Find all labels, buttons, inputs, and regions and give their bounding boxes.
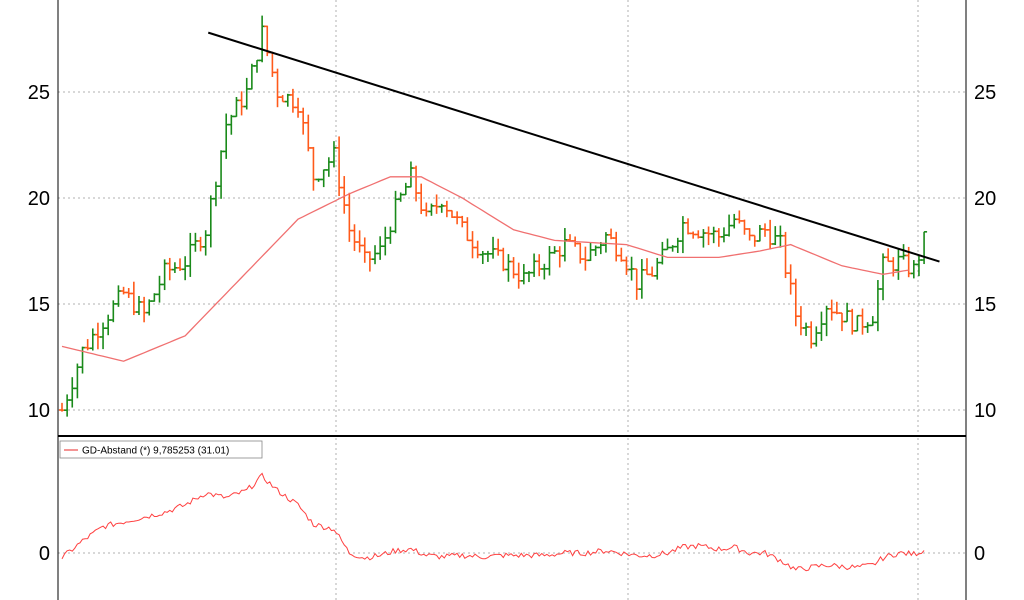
price-axis-ticks: 10 10 15 15 20 20 25 25 [28,82,997,422]
indicator-tick-left: 0 [39,543,50,565]
price-tick-right: 20 [974,188,996,210]
trendline [207,31,940,263]
moving-average-line [61,176,909,362]
price-panel [58,0,966,436]
price-bars [59,15,928,417]
legend-label: GD-Abstand (*) 9,785253 (31.01) [82,446,229,457]
indicator-legend: GD-Abstand (*) 9,785253 (31.01) [59,440,263,459]
price-tick-left: 25 [28,82,50,104]
grid [58,0,966,600]
price-tick-right: 10 [974,400,996,422]
price-tick-left: 10 [28,400,50,422]
gd-abstand-line [61,472,925,572]
indicator-tick-right: 0 [974,543,985,565]
price-tick-right: 15 [974,294,996,316]
price-tick-right: 25 [974,82,996,104]
indicator-panel [58,438,966,600]
ohlc-bar [921,231,928,265]
price-tick-left: 15 [28,294,50,316]
legend-box [59,440,263,459]
price-tick-left: 20 [28,188,50,210]
